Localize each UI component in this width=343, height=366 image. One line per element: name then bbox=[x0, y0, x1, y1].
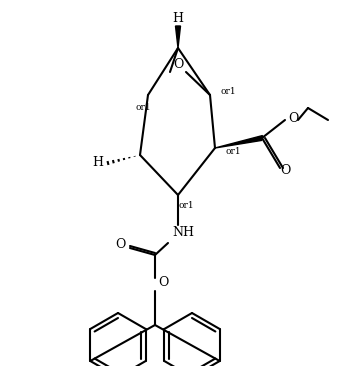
Polygon shape bbox=[176, 26, 180, 48]
Text: O: O bbox=[158, 276, 168, 290]
Text: O: O bbox=[288, 112, 298, 124]
Text: O: O bbox=[173, 59, 183, 71]
Text: O: O bbox=[280, 164, 290, 178]
Text: or1: or1 bbox=[225, 146, 241, 156]
Text: NH: NH bbox=[172, 227, 194, 239]
Text: H: H bbox=[173, 11, 184, 25]
Polygon shape bbox=[215, 135, 262, 148]
Text: O: O bbox=[115, 239, 125, 251]
Text: H: H bbox=[93, 157, 104, 169]
Text: or1: or1 bbox=[220, 87, 236, 97]
Text: or1: or1 bbox=[135, 102, 151, 112]
Text: or1: or1 bbox=[178, 201, 194, 209]
